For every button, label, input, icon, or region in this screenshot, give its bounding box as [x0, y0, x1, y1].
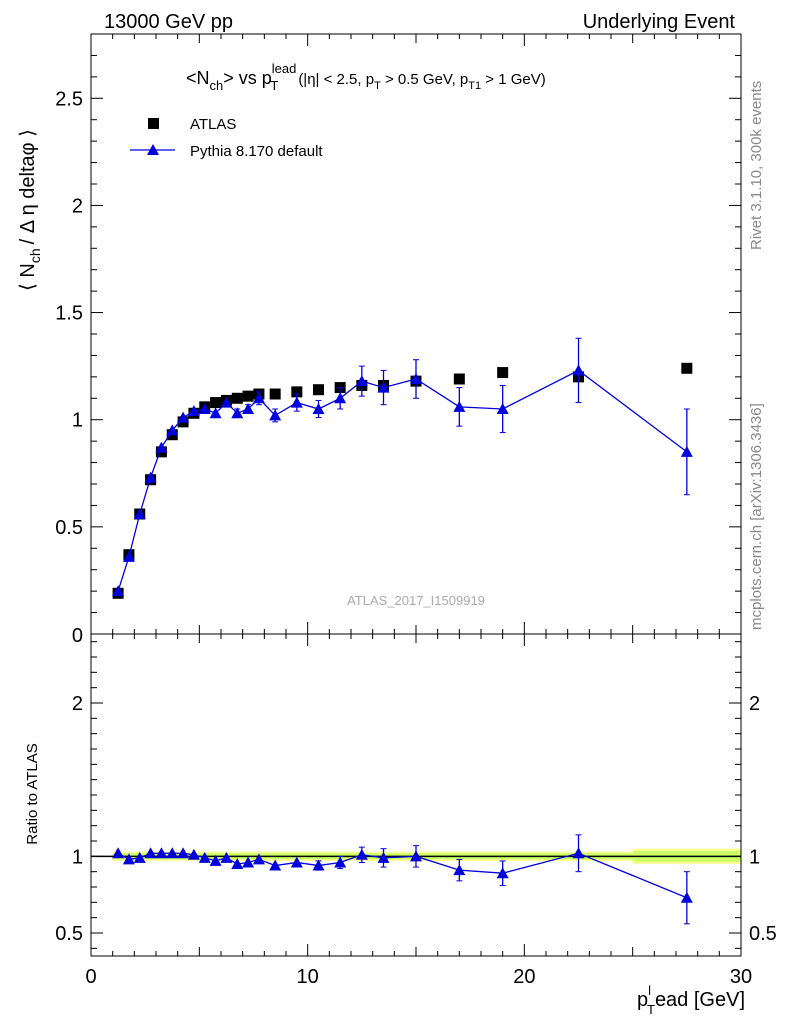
x-axis-label: pl Tead [GeV] — [637, 983, 745, 1017]
x-tick-label: 20 — [513, 966, 535, 988]
data-point-pythia — [144, 847, 157, 859]
data-point-pythia — [122, 550, 135, 562]
legend-data-label: ATLAS — [190, 116, 236, 133]
y-tick-label: 2.5 — [55, 88, 83, 110]
analysis-watermark: ATLAS_2017_I1509919 — [347, 593, 485, 608]
data-point-pythia — [355, 848, 368, 860]
data-point-pythia — [453, 864, 466, 876]
main-plot-panel: 0.5 1 1.5 2 2.5 0 — [55, 33, 742, 647]
data-point-pythia — [187, 405, 200, 417]
legend-mc-label: Pythia 8.170 default — [190, 143, 323, 160]
legend-mc-marker — [147, 144, 159, 155]
data-point-pythia — [187, 848, 200, 860]
data-point-pythia — [680, 445, 693, 457]
data-point-pythia — [112, 585, 125, 597]
y-tick-label: 1 — [72, 846, 83, 868]
y-tick-label: 0.5 — [55, 517, 83, 539]
data-point-pythia — [334, 856, 347, 868]
data-point-atlas — [313, 384, 324, 396]
data-point-pythia — [209, 407, 222, 419]
x-tick-label: 0 — [85, 966, 96, 988]
main-title: <Nch> vs plead T (|η| < 2.5, pT > 0.5 GeV,… — [186, 61, 546, 93]
data-point-pythia — [453, 400, 466, 412]
data-point-pythia — [209, 854, 222, 866]
rivet-info: Rivet 3.1.10, 300k events — [748, 81, 765, 250]
header-left: 13000 GeV pp — [104, 11, 233, 33]
ratio-plot-panel: 0.5 0.51 12 20 10 20 30 — [55, 633, 777, 988]
data-point-pythia — [290, 856, 303, 868]
x-tick-label: 10 — [297, 966, 319, 988]
data-point-atlas — [497, 367, 509, 379]
data-point-atlas — [453, 373, 465, 385]
data-point-pythia — [155, 847, 168, 859]
data-point-pythia — [155, 441, 168, 453]
data-point-pythia — [680, 891, 693, 903]
data-point-pythia — [290, 396, 303, 408]
data-point-atlas — [681, 362, 693, 374]
y-tick-label: 1.5 — [55, 303, 83, 325]
data-point-pythia — [252, 392, 265, 404]
data-point-pythia — [177, 847, 190, 859]
legend-data-marker — [148, 118, 159, 129]
data-point-pythia — [334, 392, 347, 404]
data-point-pythia — [231, 407, 244, 419]
data-point-pythia — [177, 411, 190, 423]
data-point-pythia — [312, 403, 325, 414]
mcplots-info: mcplots.cern.ch [arXiv:1306.3436] — [748, 403, 765, 630]
data-point-pythia — [133, 508, 146, 519]
data-point-pythia — [252, 853, 265, 865]
y-tick-label: 0.5 — [55, 923, 83, 945]
data-point-pythia — [166, 847, 179, 859]
data-point-pythia — [166, 424, 179, 436]
y-axis-label-top: ⟨ Nch/ Δ η deltaφ ⟩ — [17, 129, 43, 291]
data-point-pythia — [112, 847, 125, 859]
y-tick-label: 1 — [72, 410, 83, 432]
data-point-pythia — [269, 859, 282, 871]
data-point-pythia — [377, 851, 390, 863]
data-point-pythia — [410, 850, 422, 862]
data-point-atlas — [210, 397, 222, 409]
y-tick-label-right: 2 — [749, 693, 760, 715]
data-point-atlas — [291, 386, 303, 398]
x-tick-label: 30 — [730, 966, 752, 988]
header-right: Underlying Event — [583, 11, 736, 33]
data-point-pythia — [410, 373, 422, 384]
data-point-pythia — [572, 364, 585, 376]
data-point-pythia — [572, 847, 585, 859]
data-point-pythia — [198, 403, 211, 414]
data-point-pythia — [269, 409, 282, 421]
data-point-pythia — [242, 856, 255, 868]
data-point-pythia — [496, 403, 509, 414]
y-tick-label: 2 — [72, 195, 83, 217]
data-point-pythia — [122, 853, 135, 865]
data-point-pythia — [220, 396, 233, 408]
y-axis-label-bottom: Ratio to ATLAS — [24, 743, 41, 844]
data-point-pythia — [312, 859, 325, 871]
data-point-pythia — [144, 471, 157, 483]
data-point-pythia — [242, 403, 255, 414]
legend: ATLAS Pythia 8.170 default — [130, 116, 323, 160]
data-point-pythia — [231, 858, 244, 869]
data-point-pythia — [133, 851, 146, 863]
y-tick-label-right: 1 — [749, 846, 760, 868]
data-point-pythia — [377, 381, 390, 393]
plot-frame — [90, 633, 742, 957]
data-point-atlas — [242, 390, 254, 402]
plot-frame — [90, 33, 742, 635]
data-point-atlas — [231, 392, 243, 404]
y-tick-label: 0 — [72, 625, 83, 647]
y-tick-label: 2 — [72, 693, 83, 715]
data-point-atlas — [269, 388, 281, 400]
data-point-pythia — [355, 375, 368, 387]
data-point-pythia — [220, 851, 233, 863]
y-tick-label-right: 0.5 — [749, 923, 777, 945]
data-point-pythia — [496, 867, 509, 879]
data-point-pythia — [198, 851, 211, 863]
